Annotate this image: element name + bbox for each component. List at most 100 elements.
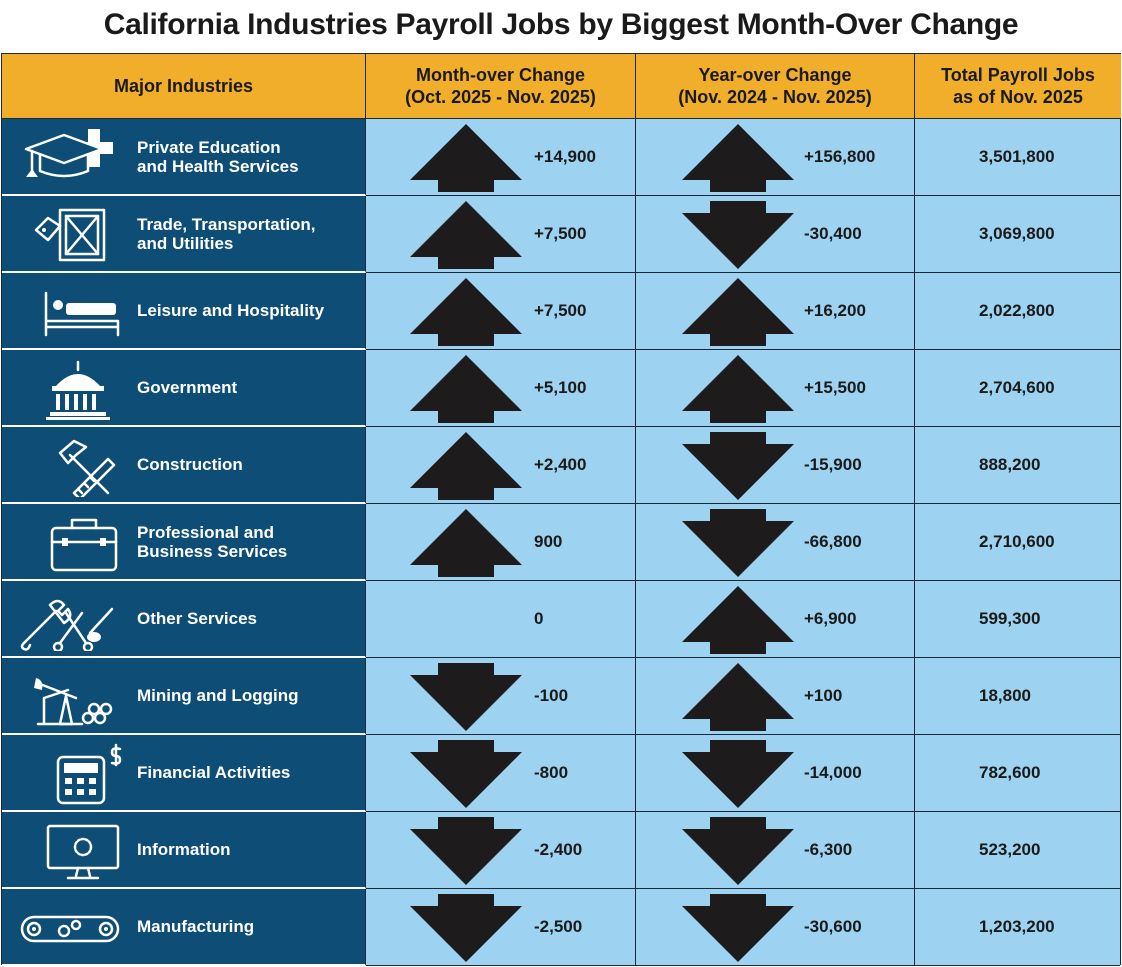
table-row: Trade, Transportation, and Utilities +7,5… — [2, 196, 1120, 273]
total-value: 888,200 — [979, 455, 1041, 474]
yoy-arrow-down-shape — [682, 201, 794, 269]
mom-arrow-down-shape — [410, 894, 522, 962]
yoy-arrow-up-shape — [682, 355, 794, 423]
yoy-arrow-down-shape — [682, 509, 794, 577]
yoy-value: -15,900 — [804, 455, 862, 474]
yoy-arrow-down-shape — [682, 740, 794, 808]
yoy-cell: -30,600 — [636, 889, 915, 966]
yoy-arrow-down — [682, 740, 794, 808]
yoy-cell: +6,900 — [636, 581, 915, 658]
yoy-value: -14,000 — [804, 763, 862, 782]
chart-title: California Industries Payroll Jobs by Bi… — [103, 8, 1019, 41]
industry-cell: Professional and Business Services — [2, 504, 366, 581]
yoy-arrow-down — [682, 201, 794, 269]
yoy-arrow-down-shape — [682, 894, 794, 962]
mom-arrow-none — [410, 586, 522, 654]
industry-name: Leisure and Hospitality — [137, 301, 325, 320]
total-cell: 599,300 — [915, 581, 1120, 658]
industry-name: Financial Activities — [137, 763, 291, 782]
total-cell: 888,200 — [915, 427, 1120, 504]
mom-arrow-down — [410, 740, 522, 808]
toolbox-icon — [50, 518, 118, 572]
total-cell: 2,710,600 — [915, 504, 1120, 581]
table-row: Professional and Business Services 900 -66… — [2, 504, 1120, 581]
mom-value: +5,100 — [534, 378, 587, 397]
mom-cell: -100 — [366, 658, 636, 735]
mom-arrow-up — [410, 201, 522, 269]
mom-value: +2,400 — [534, 455, 587, 474]
header-total: Total Payroll Jobs as of Nov. 2025 — [915, 54, 1121, 119]
yoy-cell: +156,800 — [636, 119, 915, 196]
yoy-arrow-up — [682, 355, 794, 423]
industry-name: Manufacturing — [137, 917, 255, 936]
total-value: 3,501,800 — [979, 147, 1055, 166]
total-value: 523,200 — [979, 840, 1041, 859]
industry-cell: Other Services — [2, 581, 366, 658]
industry-name: Construction — [137, 455, 243, 474]
total-cell: 3,069,800 — [915, 196, 1120, 273]
header-industry: Major Industries — [2, 54, 366, 119]
mom-value: 900 — [534, 532, 563, 551]
industry-cell: Financial Activities — [2, 735, 366, 812]
yoy-value: -30,400 — [804, 224, 862, 243]
total-cell: 2,704,600 — [915, 350, 1120, 427]
industry-name: Professional and Business Services — [137, 522, 288, 561]
yoy-arrow-up-shape — [682, 278, 794, 346]
total-value: 18,800 — [979, 686, 1031, 705]
table-row: Government +5,100 +15,500 2,704,600 — [2, 350, 1120, 427]
yoy-arrow-down-shape — [682, 432, 794, 500]
mom-value: -100 — [534, 686, 569, 705]
yoy-value: +100 — [804, 686, 843, 705]
total-value: 2,022,800 — [979, 301, 1055, 320]
mom-value: -2,500 — [534, 917, 583, 936]
yoy-value: +15,500 — [804, 378, 866, 397]
yoy-value: +6,900 — [804, 609, 857, 628]
industry-cell: Private Education and Health Services — [2, 119, 366, 196]
yoy-arrow-down — [682, 432, 794, 500]
total-cell: 1,203,200 — [915, 889, 1120, 966]
mom-arrow-down — [410, 894, 522, 962]
table-row: Manufacturing -2,500 -30,600 1,203,200 — [2, 889, 1120, 966]
mom-arrow-up — [410, 509, 522, 577]
mom-value: +7,500 — [534, 224, 587, 243]
yoy-cell: -15,900 — [636, 427, 915, 504]
total-cell: 18,800 — [915, 658, 1120, 735]
industry-name: Mining and Logging — [137, 686, 299, 705]
yoy-arrow-down-shape — [682, 817, 794, 885]
total-cell: 3,501,800 — [915, 119, 1120, 196]
total-cell: 2,022,800 — [915, 273, 1120, 350]
mom-cell: +2,400 — [366, 427, 636, 504]
hammer-saw-icon — [58, 439, 116, 497]
mom-arrow-down-shape — [410, 740, 522, 808]
mom-arrow-down-shape — [410, 663, 522, 731]
mom-cell: +7,500 — [366, 273, 636, 350]
total-value: 2,710,600 — [979, 532, 1055, 551]
yoy-arrow-up — [682, 278, 794, 346]
mom-arrow-up — [410, 278, 522, 346]
mom-arrow-up — [410, 355, 522, 423]
mom-arrow-up — [410, 432, 522, 500]
industry-name: Private Education and Health Services — [137, 137, 299, 176]
mom-arrow-down-shape — [410, 817, 522, 885]
mom-arrow-up-shape — [410, 278, 522, 346]
bed-icon — [44, 291, 120, 337]
yoy-value: -6,300 — [804, 840, 853, 859]
total-value: 599,300 — [979, 609, 1041, 628]
yoy-arrow-down — [682, 509, 794, 577]
mom-value: -800 — [534, 763, 569, 782]
industry-name: Other Services — [137, 609, 258, 628]
yoy-cell: +15,500 — [636, 350, 915, 427]
total-cell: 782,600 — [915, 735, 1120, 812]
industry-name: Trade, Transportation, and Utilities — [137, 214, 316, 253]
conveyor-gears-icon — [20, 915, 120, 943]
yoy-cell: +16,200 — [636, 273, 915, 350]
mom-arrow-down — [410, 817, 522, 885]
mom-cell: +7,500 — [366, 196, 636, 273]
table-row: Financial Activities -800 -14,000 782,600 — [2, 735, 1120, 812]
yoy-arrow-up — [682, 586, 794, 654]
industry-cell: Government — [2, 350, 366, 427]
yoy-value: +156,800 — [804, 147, 876, 166]
industry-cell: Mining and Logging — [2, 658, 366, 735]
table-row: Information -2,400 -6,300 523,200 — [2, 812, 1120, 889]
yoy-value: -66,800 — [804, 532, 862, 551]
